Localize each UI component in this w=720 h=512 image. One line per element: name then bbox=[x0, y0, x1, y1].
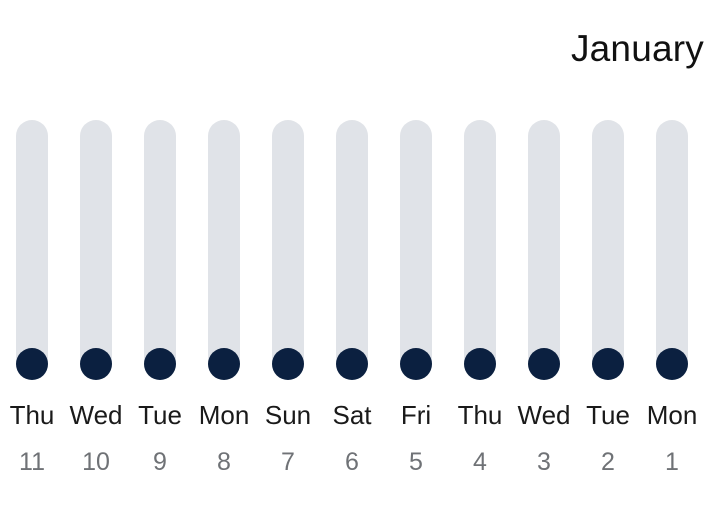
day-level-knob[interactable] bbox=[464, 348, 496, 380]
day-level-track[interactable] bbox=[656, 120, 688, 380]
day-number: 3 bbox=[537, 448, 551, 476]
day-number: 4 bbox=[473, 448, 487, 476]
day-level-knob[interactable] bbox=[656, 348, 688, 380]
day-column[interactable]: Mon 8 bbox=[184, 120, 264, 490]
day-level-knob[interactable] bbox=[272, 348, 304, 380]
day-level-track[interactable] bbox=[464, 120, 496, 380]
day-column[interactable]: Thu 11 bbox=[0, 120, 72, 490]
day-number: 5 bbox=[409, 448, 423, 476]
day-number: 10 bbox=[82, 448, 110, 476]
day-level-knob[interactable] bbox=[208, 348, 240, 380]
day-level-knob[interactable] bbox=[336, 348, 368, 380]
weekday-label: Wed bbox=[517, 400, 571, 430]
weekday-label: Wed bbox=[69, 400, 123, 430]
day-number: 11 bbox=[19, 448, 45, 476]
day-number: 9 bbox=[153, 448, 167, 476]
weekday-label: Tue bbox=[138, 400, 182, 430]
day-column[interactable]: Thu 4 bbox=[440, 120, 520, 490]
weekday-label: Tue bbox=[586, 400, 630, 430]
weekday-label: Thu bbox=[9, 400, 55, 430]
weekday-label: Fri bbox=[400, 400, 432, 430]
day-level-track[interactable] bbox=[336, 120, 368, 380]
day-level-track[interactable] bbox=[272, 120, 304, 380]
day-strip[interactable]: Thu 11 Wed 10 Tue 9 Mon 8 Sun 7 bbox=[0, 120, 712, 500]
day-column[interactable]: Sat 6 bbox=[312, 120, 392, 490]
day-column[interactable]: Tue 9 bbox=[120, 120, 200, 490]
day-level-knob[interactable] bbox=[80, 348, 112, 380]
day-number: 1 bbox=[665, 448, 679, 476]
weekday-label: Sun bbox=[264, 400, 312, 430]
day-number: 8 bbox=[217, 448, 231, 476]
day-column[interactable]: Fri 5 bbox=[376, 120, 456, 490]
day-column[interactable]: Mon 1 bbox=[632, 120, 712, 490]
day-level-track[interactable] bbox=[528, 120, 560, 380]
day-level-track[interactable] bbox=[80, 120, 112, 380]
day-level-knob[interactable] bbox=[592, 348, 624, 380]
day-level-knob[interactable] bbox=[400, 348, 432, 380]
day-column[interactable]: Wed 10 bbox=[56, 120, 136, 490]
day-level-track[interactable] bbox=[592, 120, 624, 380]
day-level-knob[interactable] bbox=[16, 348, 48, 380]
day-number: 7 bbox=[281, 448, 295, 476]
day-level-knob[interactable] bbox=[528, 348, 560, 380]
day-level-knob[interactable] bbox=[144, 348, 176, 380]
day-column[interactable]: Tue 2 bbox=[568, 120, 648, 490]
day-level-track[interactable] bbox=[16, 120, 48, 380]
weekday-label: Mon bbox=[646, 400, 698, 430]
weekday-label: Sat bbox=[332, 400, 372, 430]
day-level-track[interactable] bbox=[144, 120, 176, 380]
day-number: 6 bbox=[345, 448, 359, 476]
day-level-track[interactable] bbox=[400, 120, 432, 380]
weekday-label: Mon bbox=[198, 400, 250, 430]
day-column[interactable]: Wed 3 bbox=[504, 120, 584, 490]
day-number: 2 bbox=[601, 448, 615, 476]
day-column[interactable]: Sun 7 bbox=[248, 120, 328, 490]
month-title: January bbox=[570, 28, 704, 69]
day-level-track[interactable] bbox=[208, 120, 240, 380]
weekday-label: Thu bbox=[457, 400, 503, 430]
